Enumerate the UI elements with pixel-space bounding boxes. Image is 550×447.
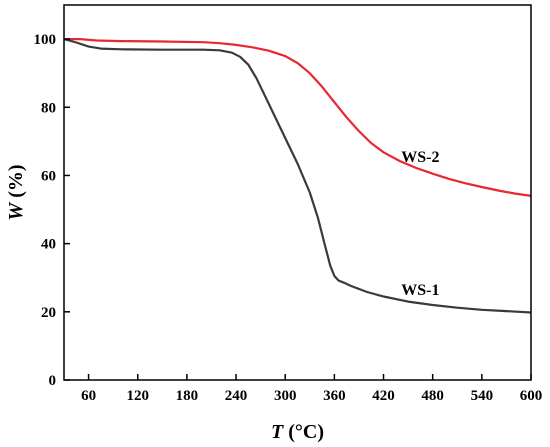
ticks-layer [64, 38, 532, 381]
series-layer [63, 38, 532, 314]
y-tick-label: 40 [41, 237, 56, 253]
annotation-layer: WS-2 WS-1 [401, 149, 439, 299]
x-tick-label: 600 [520, 388, 543, 404]
y-axis-title-rest: (%) [5, 164, 27, 202]
x-tick-label: 420 [372, 388, 395, 404]
labels-layer: 60 120 180 240 300 360 420 480 540 600 0 20 40 60 80 10… [34, 32, 543, 404]
x-axis-title-italic: T [271, 421, 284, 443]
x-tick-label: 180 [176, 388, 199, 404]
y-tick-label: 60 [41, 168, 56, 184]
x-tick-label: 360 [323, 388, 346, 404]
y-tick-label: 100 [34, 32, 57, 48]
plot-frame [63, 4, 532, 381]
x-tick-label: 120 [126, 388, 149, 404]
x-axis-title: T (°C) [271, 421, 324, 443]
y-axis-title: W (%) [5, 164, 27, 220]
x-tick-label: 240 [225, 388, 248, 404]
y-tick-label: 0 [49, 373, 57, 389]
x-axis-title-rest: (°C) [283, 421, 324, 443]
series-label-ws-2: WS-2 [401, 149, 439, 166]
x-tick-label: 60 [81, 388, 96, 404]
x-tick-label: 300 [274, 388, 297, 404]
y-tick-label: 80 [41, 100, 56, 116]
series-line-ws-2 [64, 38, 532, 197]
series-line-ws-1 [63, 38, 532, 314]
y-tick-label: 20 [41, 305, 56, 321]
x-tick-label: 540 [471, 388, 494, 404]
x-tick-label: 480 [421, 388, 444, 404]
y-axis-title-italic: W [5, 202, 27, 221]
series-label-ws-1: WS-1 [401, 282, 439, 299]
